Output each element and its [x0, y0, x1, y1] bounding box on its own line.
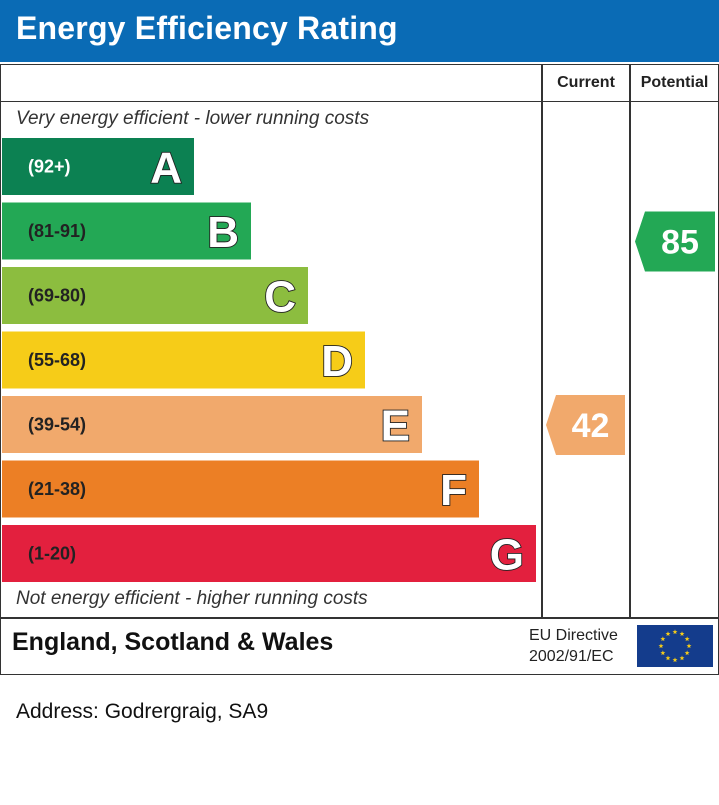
- eu-directive-line2: 2002/91/EC: [529, 648, 614, 665]
- header-bar: Energy Efficiency Rating: [0, 0, 719, 62]
- top-note: Very energy efficient - lower running co…: [16, 108, 370, 129]
- eu-star-icon: [684, 636, 690, 642]
- eu-star-icon: [665, 631, 671, 636]
- eu-star-icon: [679, 655, 685, 661]
- address-text: Address: Godrergraig, SA9: [16, 700, 269, 723]
- current-column-header: Current: [557, 74, 615, 91]
- eu-flag-icon: [637, 625, 713, 667]
- eu-star-icon: [660, 650, 666, 656]
- rating-frame: [0, 64, 719, 675]
- eu-star-icon: [686, 643, 692, 649]
- page-title: Energy Efficiency Rating: [16, 10, 398, 46]
- potential-column-header: Potential: [640, 74, 709, 91]
- eu-directive-text: EU Directive 2002/91/EC: [529, 625, 618, 667]
- eu-star-icon: [684, 650, 690, 656]
- eu-star-icon: [679, 631, 685, 636]
- eu-star-icon: [672, 657, 678, 663]
- footer-country: England, Scotland & Wales: [12, 628, 334, 656]
- eu-star-icon: [665, 655, 671, 661]
- bottom-note: Not energy efficient - higher running co…: [16, 588, 368, 609]
- current-column-divider: [541, 65, 543, 617]
- footer-divider: [1, 617, 718, 619]
- potential-column-divider: [629, 65, 631, 617]
- eu-star-icon: [660, 636, 666, 642]
- eu-star-icon: [658, 643, 664, 649]
- eu-directive-line1: EU Directive: [529, 627, 618, 644]
- eu-star-icon: [672, 629, 678, 635]
- header-divider: [1, 101, 718, 102]
